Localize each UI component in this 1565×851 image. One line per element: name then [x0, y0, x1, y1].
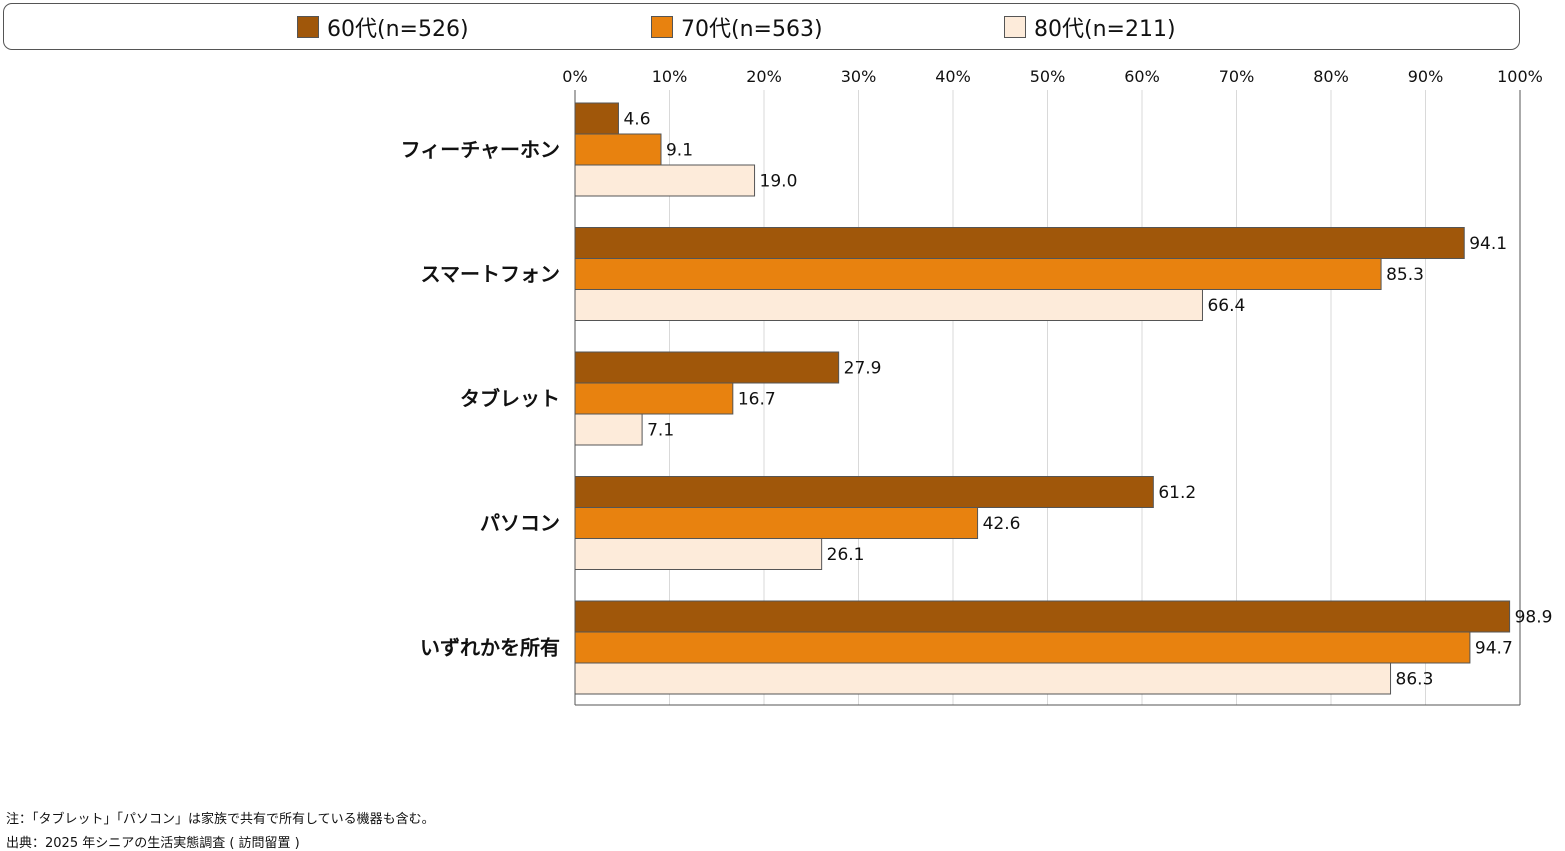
source-note: 出典：2025 年シニアの生活実態調査 ( 訪問留置 )	[6, 836, 300, 851]
data-label: 16.7	[738, 390, 776, 410]
bar	[574, 382, 734, 415]
x-tick-label: 100%	[1497, 67, 1543, 86]
legend-swatch-70s	[651, 16, 673, 38]
data-label: 4.6	[623, 110, 650, 130]
legend-item-80s: 80代(n=211)	[1004, 14, 1176, 42]
category-label: スマートフォン	[421, 262, 560, 286]
x-tick-label: 20%	[746, 67, 782, 86]
data-label: 9.1	[666, 141, 693, 161]
legend-label-80s: 80代(n=211)	[1034, 17, 1176, 42]
data-label: 94.1	[1469, 234, 1507, 254]
data-label: 42.6	[983, 514, 1021, 534]
legend-label-60s: 60代(n=526)	[327, 17, 469, 42]
x-tick-label: 40%	[935, 67, 971, 86]
bar	[574, 133, 662, 166]
data-label: 66.4	[1207, 296, 1245, 316]
x-tick-label: 80%	[1313, 67, 1349, 86]
bar	[574, 164, 756, 197]
x-tick-label: 90%	[1408, 67, 1444, 86]
x-tick-label: 30%	[841, 67, 877, 86]
legend-label-70s: 70代(n=563)	[681, 17, 823, 42]
bar	[574, 351, 840, 384]
bar	[574, 227, 1465, 259]
bar	[574, 600, 1511, 633]
bar	[574, 662, 1392, 695]
legend-item-60s: 60代(n=526)	[297, 14, 469, 42]
legend: 60代(n=526) 70代(n=563) 80代(n=211)	[3, 3, 1520, 50]
category-label: いずれかを所有	[420, 636, 560, 660]
data-label: 85.3	[1386, 265, 1424, 285]
bar	[574, 631, 1471, 664]
data-label: 7.1	[647, 421, 674, 441]
bar	[574, 102, 619, 135]
x-tick-label: 10%	[652, 67, 688, 86]
category-label: フィーチャーホン	[401, 138, 560, 162]
bar	[574, 507, 979, 539]
bar	[574, 538, 823, 570]
legend-item-70s: 70代(n=563)	[651, 14, 823, 42]
x-tick-label: 50%	[1030, 67, 1066, 86]
bar	[574, 413, 643, 446]
data-label: 26.1	[827, 545, 865, 565]
data-label: 86.3	[1396, 670, 1434, 690]
category-label: タブレット	[460, 387, 560, 411]
legend-swatch-80s	[1004, 16, 1026, 38]
data-label: 98.9	[1515, 608, 1553, 628]
category-label: パソコン	[480, 511, 560, 535]
x-tick-label: 0%	[562, 67, 587, 86]
data-label: 19.0	[760, 172, 798, 192]
x-tick-label: 60%	[1124, 67, 1160, 86]
bar	[574, 289, 1203, 321]
data-label: 27.9	[844, 359, 882, 379]
data-label: 61.2	[1158, 483, 1196, 503]
data-label: 94.7	[1475, 639, 1513, 659]
legend-swatch-60s	[297, 16, 319, 38]
footnote: 注：「タブレット」「パソコン」は家族で共有で所有している機器も含む。	[6, 812, 435, 827]
bar	[574, 476, 1154, 508]
bar	[574, 258, 1382, 290]
x-tick-label: 70%	[1219, 67, 1255, 86]
